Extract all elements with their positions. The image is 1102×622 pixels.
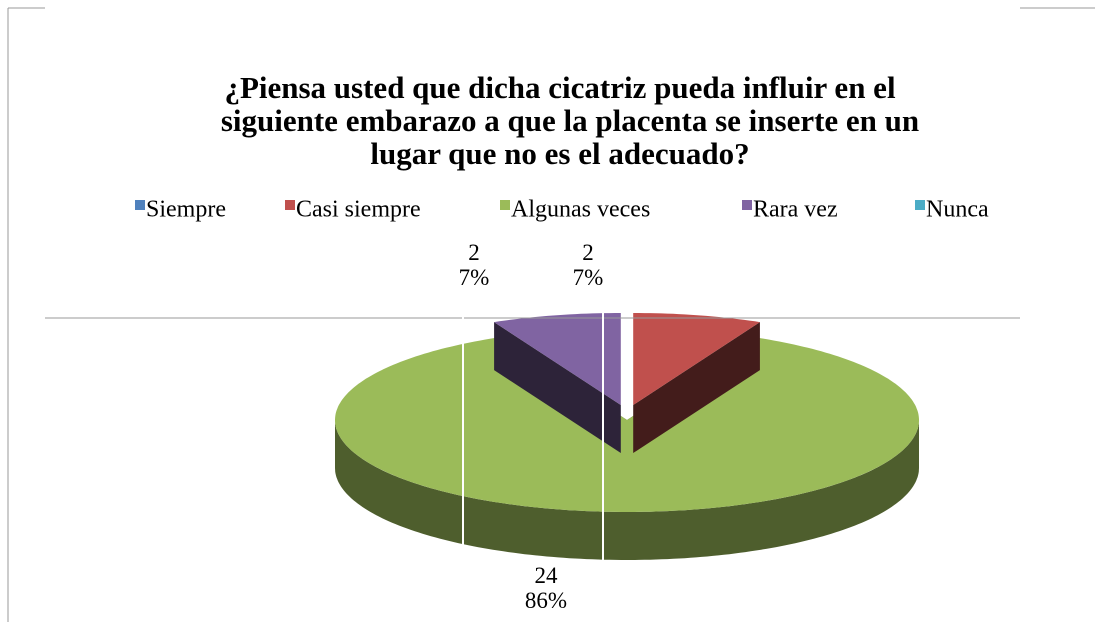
data-label: 24 [535, 563, 559, 588]
legend-label: Nunca [926, 197, 989, 223]
pie [335, 313, 919, 560]
legend-label: Rara vez [753, 197, 838, 223]
legend-label: Casi siempre [296, 197, 421, 223]
data-label: 7% [573, 265, 604, 290]
chart-title: lugar que no es el adecuado? [370, 136, 749, 171]
legend-swatch [500, 200, 510, 210]
slice [633, 313, 760, 405]
legend-label: Algunas veces [511, 197, 650, 223]
data-label: 7% [459, 265, 490, 290]
legend-swatch [135, 200, 145, 210]
slice [494, 313, 621, 405]
chart-title: siguiente embarazo a que la placenta se … [221, 103, 919, 138]
legend-swatch [285, 200, 295, 210]
slice-side [335, 420, 919, 560]
legend-label: Siempre [146, 197, 226, 223]
legend-swatch [742, 200, 752, 210]
data-label: 2 [582, 240, 594, 265]
chart-title: ¿Piensa usted que dicha cicatriz pueda i… [224, 70, 896, 105]
slice-side [494, 322, 621, 453]
data-label: 86% [525, 588, 567, 613]
data-label: 2 [468, 240, 480, 265]
slice [335, 337, 919, 512]
legend-swatch [915, 200, 925, 210]
slice-side [633, 322, 760, 453]
